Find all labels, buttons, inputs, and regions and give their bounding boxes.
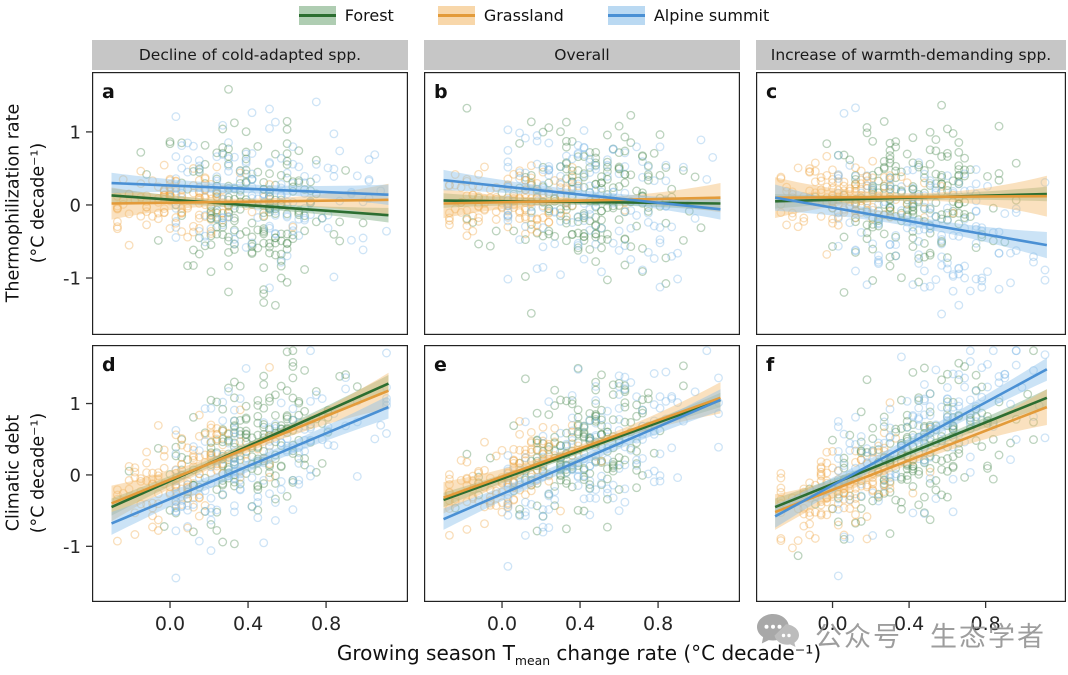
chat-bubbles-icon [755,612,801,657]
panel-e-climatic-debt-overall: 0.0 0.4 0.8 e [424,345,740,635]
svg-text:0.0: 0.0 [155,613,185,635]
watermark: 公众号 生态学者 [755,612,1046,657]
y-axis-title-line2: (°C decade⁻¹) [28,142,49,264]
legend-key-grassland-icon [437,5,475,25]
watermark-text-2: 生态学者 [930,622,1046,653]
svg-text:1: 1 [70,394,81,415]
y-axis-title-thermophilization-rate: Thermophilization rate (°C decade⁻¹) [1,72,53,335]
y-axis-title-line1: Thermophilization rate [3,103,24,303]
svg-text:a: a [102,81,115,103]
svg-text:b: b [434,81,448,103]
panel-plot-f: 0.0 0.4 0.8 f [756,345,1066,635]
panel-plot-b: b [424,72,740,335]
svg-text:f: f [766,354,775,376]
legend-key-forest-icon [298,5,336,25]
legend: Forest Grassland Alpine summit [0,0,1068,30]
legend-line-forest-icon [298,13,336,17]
legend-item-grassland: Grassland [437,5,564,25]
svg-text:0.8: 0.8 [971,613,1001,635]
panel-plot-e: 0.0 0.4 0.8 e [424,345,740,635]
svg-text:0.4: 0.4 [894,613,924,635]
x-axis-title-sub: mean [514,653,551,668]
svg-text:0.4: 0.4 [565,613,595,635]
svg-text:0.0: 0.0 [817,613,847,635]
facet-strip-increase-warmth-demanding: Increase of warmth-demanding spp. [756,40,1066,70]
legend-label-grassland: Grassland [483,5,564,25]
panel-f-climatic-debt-increase: 0.0 0.4 0.8 f [756,345,1066,635]
svg-text:0.8: 0.8 [311,613,341,635]
svg-text:e: e [434,354,447,376]
legend-item-forest: Forest [298,5,394,25]
legend-item-alpine-summit: Alpine summit [607,5,770,25]
panel-plot-a: -1 0 1a [63,72,408,335]
y-axis-title-line1: Climatic debt [3,414,24,532]
svg-text:-1: -1 [63,269,81,290]
legend-key-alpine-icon [607,5,645,25]
svg-text:c: c [766,81,777,103]
svg-text:0: 0 [70,465,81,486]
y-axis-title-climatic-debt: Climatic debt (°C decade⁻¹) [1,345,53,602]
y-axis-title-line2: (°C decade⁻¹) [28,412,49,534]
svg-text:0: 0 [70,196,81,217]
svg-text:-1: -1 [63,537,81,558]
svg-text:d: d [102,354,116,376]
facet-strip-decline-cold-adapted: Decline of cold-adapted spp. [92,40,408,70]
panel-b-thermophilization-overall: b [424,72,740,335]
svg-text:0.8: 0.8 [643,613,673,635]
x-axis-title-post: change rate (°C decade⁻¹) [550,641,822,665]
svg-text:0.0: 0.0 [487,613,517,635]
legend-label-forest: Forest [344,5,394,25]
svg-text:1: 1 [70,122,81,143]
legend-line-grassland-icon [437,13,475,17]
panel-plot-c: c [756,72,1066,335]
watermark-text-1: 公众号 [815,622,902,653]
svg-text:0.4: 0.4 [233,613,263,635]
legend-label-alpine: Alpine summit [653,5,770,25]
facet-strip-overall: Overall [424,40,740,70]
panel-d-climatic-debt-decline: -1 0 1 0.0 0.4 0.8 d [63,345,408,635]
legend-line-alpine-icon [607,13,645,17]
x-axis-title: Growing season Tmean change rate (°C dec… [92,641,1066,668]
panel-plot-d: -1 0 1 0.0 0.4 0.8 d [63,345,408,635]
panel-a-thermophilization-decline: -1 0 1 a [63,72,408,335]
x-axis-title-pre: Growing season T [336,641,515,665]
panel-c-thermophilization-increase: c [756,72,1066,335]
